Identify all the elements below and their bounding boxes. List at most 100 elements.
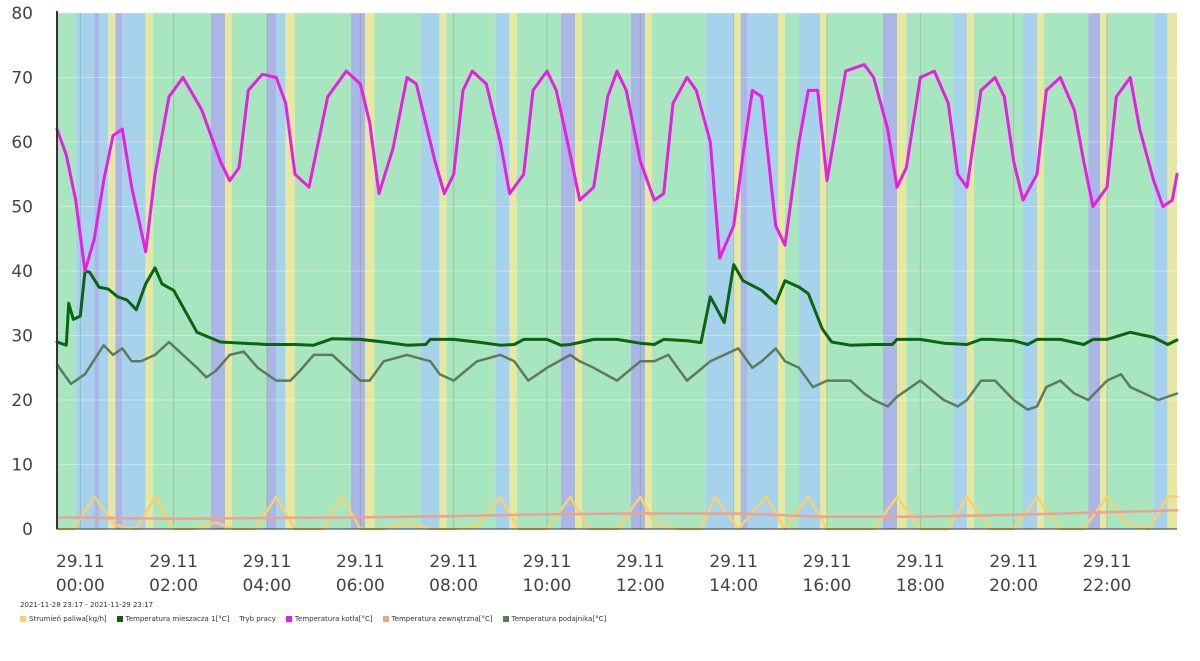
legend-swatch <box>116 616 123 622</box>
legend-item-feeder-temp[interactable]: Temperatura podajnika[°C] <box>502 615 607 623</box>
mode-band-work <box>652 13 706 529</box>
x-tick-time: 08:00 <box>429 576 478 596</box>
legend-swatch <box>20 616 26 622</box>
mode-band-idle <box>705 13 734 529</box>
x-tick-day: 29.11 <box>56 552 105 572</box>
mode-band-pause <box>561 13 575 529</box>
x-tick-time: 22:00 <box>1083 576 1132 596</box>
y-tick-label: 60 <box>11 133 33 153</box>
legend-label: Temperatura kotła[°C] <box>294 615 373 623</box>
legend-item-boiler-temp[interactable]: Temperatura kotła[°C] <box>285 615 373 623</box>
mode-band-ignition <box>108 13 116 529</box>
series-boiler-temp <box>55 63 1179 273</box>
mode-band-work <box>232 13 267 529</box>
mode-band-ignition <box>365 13 375 529</box>
x-tick-day: 29.11 <box>989 552 1038 572</box>
mode-band-idle <box>276 13 286 529</box>
mode-band-idle <box>953 13 967 529</box>
mode-band-ignition <box>145 13 153 529</box>
y-tick-label: 0 <box>22 520 33 540</box>
y-tick-label: 40 <box>11 262 33 282</box>
y-tick-label: 70 <box>11 69 33 89</box>
mode-band-ignition <box>967 13 974 529</box>
x-tick-day: 29.11 <box>149 552 198 572</box>
x-tick-time: 12:00 <box>616 576 665 596</box>
x-tick-time: 18:00 <box>896 576 945 596</box>
x-tick-time: 14:00 <box>709 576 758 596</box>
y-tick-label: 20 <box>11 391 33 411</box>
x-axis-ticks: 29.11 00:00 29.11 02:00 29.11 04:00 29.11 06:00… <box>56 552 1132 596</box>
series-mixer-temp <box>55 263 1179 347</box>
x-tick-day: 29.11 <box>336 552 385 572</box>
mode-band-ignition <box>575 13 582 529</box>
mode-band-work <box>152 13 211 529</box>
y-tick-label: 50 <box>11 198 33 218</box>
legend-label: Strumień paliwa[kg/h] <box>29 615 107 623</box>
legend-swatch <box>382 616 389 622</box>
x-tick-day: 29.11 <box>896 552 945 572</box>
legend-item-mixer-temp[interactable]: Temperatura mieszacza 1[°C] <box>116 615 230 623</box>
series-outdoor-temp <box>55 509 1179 520</box>
mode-band-ignition <box>820 13 827 529</box>
mode-band-pause <box>115 13 123 529</box>
mode-band-pause <box>94 13 99 529</box>
mode-band-ignition <box>509 13 517 529</box>
mode-band-work <box>446 13 496 529</box>
legend-label: Temperatura podajnika[°C] <box>511 615 607 623</box>
x-tick-day: 29.11 <box>429 552 478 572</box>
date-range: 2021-11-28 23:17 - 2021-11-29 23:17 <box>20 601 154 609</box>
mode-band-work <box>974 13 1023 529</box>
mode-band-idle <box>99 13 109 529</box>
x-tick-time: 02:00 <box>149 576 198 596</box>
mode-band-idle <box>421 13 440 529</box>
series-feeder-temp <box>55 340 1179 411</box>
mode-band-work <box>785 13 799 529</box>
mode-band-pause <box>740 13 748 529</box>
x-tick-time: 00:00 <box>56 576 105 596</box>
mode-band-idle <box>1023 13 1037 529</box>
mode-band-work <box>1044 13 1089 529</box>
mode-band-work <box>295 13 351 529</box>
x-tick-day: 29.11 <box>523 552 572 572</box>
legend-swatch <box>502 616 509 622</box>
legend-item-outdoor-temp[interactable]: Temperatura zewnętrzna[°C] <box>382 615 493 623</box>
mode-band-ignition <box>778 13 785 529</box>
mode-band-idle <box>757 13 778 529</box>
legend-label: Tryb pracy <box>239 615 276 623</box>
x-tick-time: 10:00 <box>523 576 572 596</box>
mode-band-ignition <box>1100 13 1107 529</box>
mode-band-work <box>827 13 883 529</box>
mode-band-pause <box>267 13 277 529</box>
y-tick-label: 80 <box>11 4 33 24</box>
mode-band-idle <box>747 13 757 529</box>
grid-lines <box>57 12 1177 530</box>
x-tick-time: 04:00 <box>243 576 292 596</box>
x-tick-day: 29.11 <box>709 552 758 572</box>
x-tick-time: 06:00 <box>336 576 385 596</box>
axes <box>56 11 1177 530</box>
x-tick-day: 29.11 <box>243 552 292 572</box>
legend-item-work-mode[interactable]: Tryb pracy <box>239 615 276 623</box>
x-tick-time: 20:00 <box>989 576 1038 596</box>
mode-band-idle <box>799 13 820 529</box>
x-tick-day: 29.11 <box>1083 552 1132 572</box>
mode-band-ignition <box>285 13 295 529</box>
mode-band-ignition <box>897 13 907 529</box>
x-tick-day: 29.11 <box>616 552 665 572</box>
y-tick-label: 10 <box>11 456 33 476</box>
legend-label: Temperatura zewnętrzna[°C] <box>391 615 493 623</box>
y-axis-ticks: 0 10 20 30 40 50 60 70 80 <box>11 4 33 540</box>
x-tick-day: 29.11 <box>803 552 852 572</box>
legend: Strumień paliwa[kg/h] Temperatura miesza… <box>20 615 616 623</box>
mode-band-ignition <box>439 13 447 529</box>
legend-item-fuel-flow[interactable]: Strumień paliwa[kg/h] <box>20 615 107 623</box>
mode-band-idle <box>122 13 146 529</box>
mode-band-pause <box>1088 13 1100 529</box>
mode-band-ignition <box>645 13 652 529</box>
legend-label: Temperatura mieszacza 1[°C] <box>125 615 230 623</box>
legend-swatch <box>285 616 292 622</box>
mode-band-pause <box>631 13 645 529</box>
mode-band-ignition <box>1037 13 1044 529</box>
mode-band-ignition <box>1167 13 1177 529</box>
